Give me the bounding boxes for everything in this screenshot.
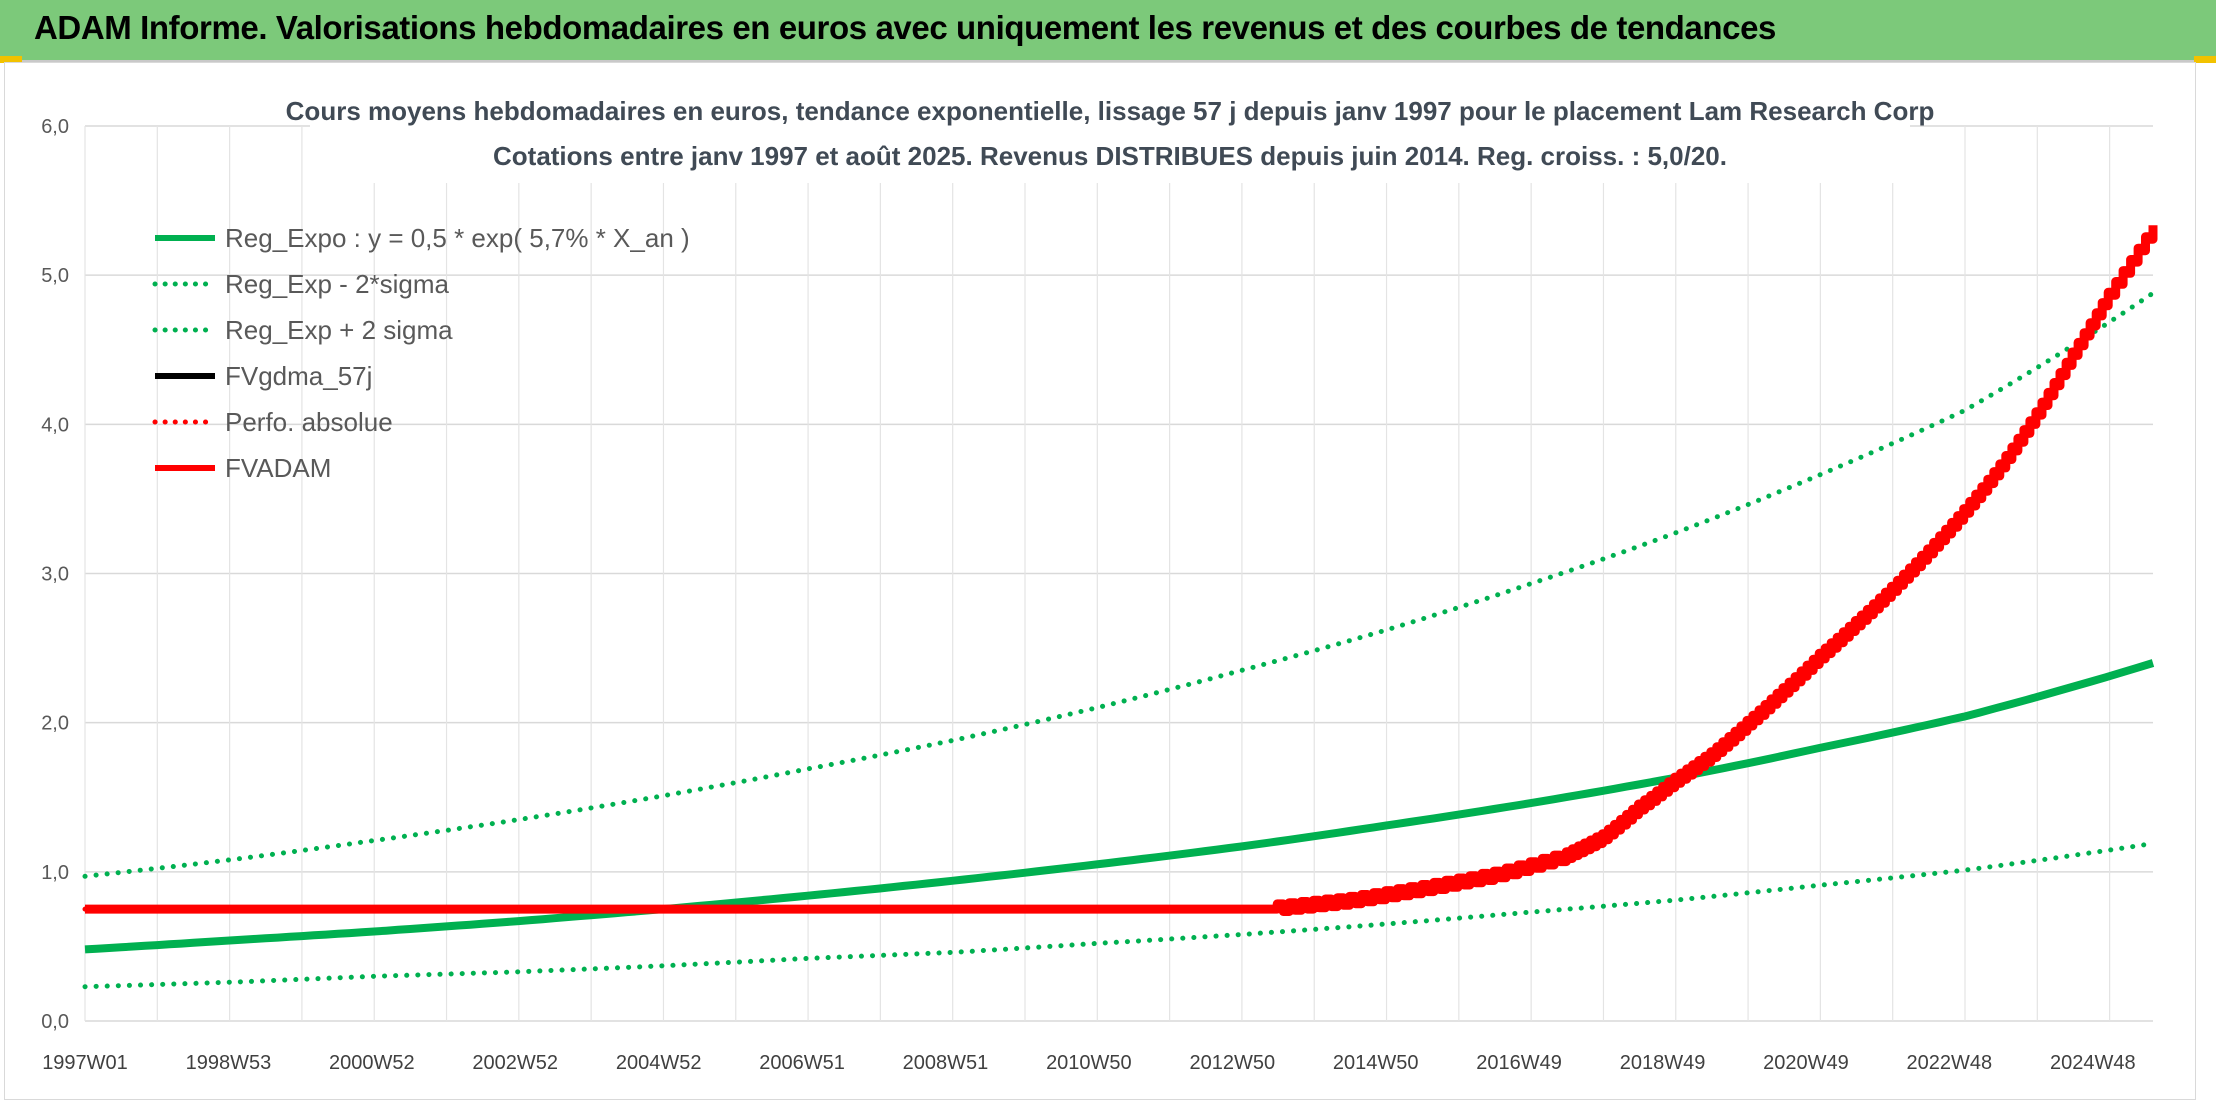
series-line — [82, 841, 2156, 990]
legend-label: FVgdma_57j — [225, 361, 372, 391]
corner-accent-left — [0, 56, 22, 63]
x-tick-label: 2012W50 — [1189, 1052, 1275, 1074]
x-tick-label: 1998W53 — [186, 1052, 272, 1074]
series-layer — [82, 225, 2158, 990]
legend-label: Reg_Expo : y = 0,5 * exp( 5,7% * X_an ) — [225, 223, 690, 253]
y-tick-label: 4,0 — [41, 414, 69, 436]
corner-accent-right — [2194, 56, 2216, 63]
x-tick-label: 2020W49 — [1763, 1052, 1849, 1074]
x-tick-label: 2000W52 — [329, 1052, 415, 1074]
x-tick-label: 2004W52 — [616, 1052, 702, 1074]
grid-lines — [84, 125, 2153, 1022]
y-tick-label: 0,0 — [41, 1011, 69, 1033]
legend-label: Reg_Exp - 2*sigma — [225, 269, 450, 299]
x-tick-label: 2016W49 — [1476, 1052, 1562, 1074]
x-tick-label: 2022W48 — [1907, 1052, 1993, 1074]
chart-frame: 0,0 1,0 2,0 3,0 4,0 5,0 6,0 1997W01 1998W53 2000W… — [4, 62, 2196, 1100]
y-tick-label: 2,0 — [41, 713, 69, 735]
x-tick-label: 2008W51 — [903, 1052, 989, 1074]
y-tick-label: 1,0 — [41, 862, 69, 884]
series-line — [82, 290, 2156, 879]
x-tick-label: 2010W50 — [1046, 1052, 1132, 1074]
legend-label: FVADAM — [225, 453, 331, 483]
x-tick-label: 2024W48 — [2050, 1052, 2136, 1074]
chart-subtitle: Cotations entre janv 1997 et août 2025. … — [493, 141, 1727, 171]
x-tick-label: 2014W50 — [1333, 1052, 1419, 1074]
title-background — [310, 83, 1910, 183]
legend-label: Reg_Exp + 2 sigma — [225, 315, 453, 345]
report-title: ADAM Informe. Valorisations hebdomadaire… — [34, 9, 1776, 46]
y-tick-label: 5,0 — [41, 265, 69, 287]
y-tick-label: 6,0 — [41, 116, 69, 138]
x-tick-label: 2002W52 — [472, 1052, 558, 1074]
x-tick-label: 2018W49 — [1620, 1052, 1706, 1074]
chart-legend: Reg_Expo : y = 0,5 * exp( 5,7% * X_an ) R… — [152, 223, 690, 483]
report-header: ADAM Informe. Valorisations hebdomadaire… — [0, 0, 2216, 62]
series-line — [84, 659, 2155, 954]
legend-label: Perfo. absolue — [225, 407, 393, 437]
x-tick-label: 2006W51 — [759, 1052, 845, 1074]
line-chart: 0,0 1,0 2,0 3,0 4,0 5,0 6,0 1997W01 1998W53 2000W… — [41, 83, 2158, 1074]
chart-title: Cours moyens hebdomadaires en euros, ten… — [286, 96, 1935, 126]
series-line — [85, 225, 2158, 916]
x-tick-label: 1997W01 — [42, 1052, 128, 1074]
y-tick-label: 3,0 — [41, 564, 69, 586]
axis-ticks: 0,0 1,0 2,0 3,0 4,0 5,0 6,0 1997W01 1998W53 2000W… — [41, 116, 2135, 1074]
